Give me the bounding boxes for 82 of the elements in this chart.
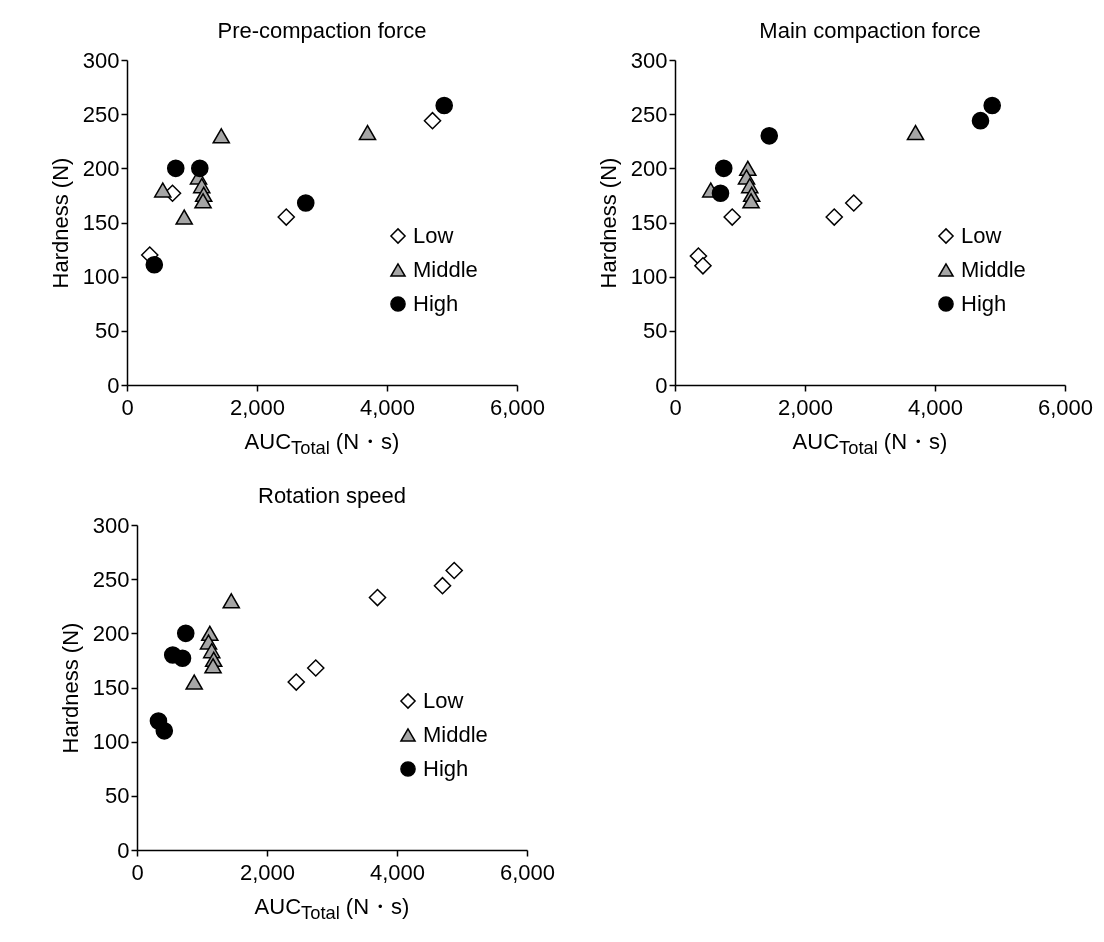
legend-label: High [413, 291, 459, 316]
x-axis-title: AUC$_{Total}$ (N・s) [253, 893, 411, 925]
point [368, 588, 387, 607]
y-tick-label: 300 [92, 512, 130, 538]
y-tick-label: 150 [82, 210, 120, 235]
y-tick-label: 50 [95, 318, 120, 344]
y-tick-label: 0 [117, 837, 130, 863]
point [760, 127, 779, 145]
point [212, 128, 231, 144]
x-tick-label: 6,000 [489, 394, 546, 420]
point [825, 208, 844, 226]
point [163, 646, 182, 664]
y-tick-label: 250 [92, 566, 130, 592]
y-tick-label: 250 [82, 101, 120, 127]
y-tick-label: 150 [92, 675, 130, 700]
legend-label: Middle [961, 257, 1026, 282]
chart-title: Main compaction force [759, 18, 981, 43]
y-tick-label: 200 [82, 155, 120, 181]
point [844, 194, 863, 212]
x-tick-label: 2,000 [777, 394, 834, 420]
y-tick-label: 50 [105, 783, 130, 809]
y-tick-label: 100 [630, 264, 668, 290]
x-tick-label: 4,000 [907, 394, 964, 420]
legend-label: High [961, 291, 1007, 316]
point [306, 659, 325, 677]
legend-label: Low [961, 223, 1002, 248]
point [723, 208, 742, 226]
x-tick-label: 2,000 [229, 394, 286, 420]
y-tick-label: 200 [630, 155, 668, 181]
x-axis-title: AUC$_{Total}$ (N・s) [791, 428, 949, 460]
x-tick-label: 6,000 [499, 859, 556, 885]
x-axis-title: AUC$_{Total}$ (N・s) [243, 428, 401, 460]
y-axis-title: Hardness (N) [47, 157, 73, 289]
point [433, 576, 452, 595]
y-axis-title: Hardness (N) [57, 622, 83, 754]
point [711, 184, 730, 203]
legend-label: Low [413, 223, 454, 248]
legend-label: Middle [413, 257, 478, 282]
x-tick-label: 4,000 [369, 859, 426, 885]
point [277, 208, 296, 226]
y-tick-label: 150 [630, 210, 668, 235]
point [190, 159, 209, 178]
point [153, 182, 172, 198]
y-axis-title: Hardness (N) [595, 157, 621, 289]
point [204, 658, 222, 674]
chart-title: Pre-compaction force [217, 18, 427, 43]
x-tick-label: 2,000 [239, 859, 296, 885]
y-tick-label: 300 [630, 47, 668, 73]
y-tick-label: 50 [643, 318, 668, 344]
y-tick-label: 100 [82, 264, 120, 290]
y-tick-label: 200 [92, 620, 130, 646]
point [296, 194, 315, 212]
point [176, 624, 195, 643]
x-tick-label: 6,000 [1037, 394, 1094, 420]
point [983, 96, 1002, 115]
point [445, 561, 464, 580]
point [971, 111, 990, 130]
point [742, 193, 760, 209]
y-tick-label: 300 [82, 47, 120, 73]
legend-label: Middle [423, 722, 488, 747]
point [714, 159, 733, 178]
y-tick-label: 0 [107, 372, 120, 398]
legend-label: High [423, 756, 469, 781]
point [185, 674, 204, 690]
point [155, 722, 174, 740]
legend-label: Low [423, 688, 464, 713]
chart-title: Rotation speed [258, 483, 406, 508]
point [222, 593, 241, 609]
point [358, 124, 377, 141]
y-tick-label: 100 [92, 729, 130, 755]
y-tick-label: 250 [630, 101, 668, 127]
y-tick-label: 0 [655, 372, 668, 398]
point [423, 111, 442, 130]
point [435, 96, 454, 115]
point [694, 257, 712, 275]
point [194, 193, 212, 209]
point [906, 124, 925, 141]
point [287, 673, 306, 691]
point [175, 209, 194, 225]
point [145, 255, 164, 274]
x-tick-label: 4,000 [359, 394, 416, 420]
point [166, 159, 185, 178]
